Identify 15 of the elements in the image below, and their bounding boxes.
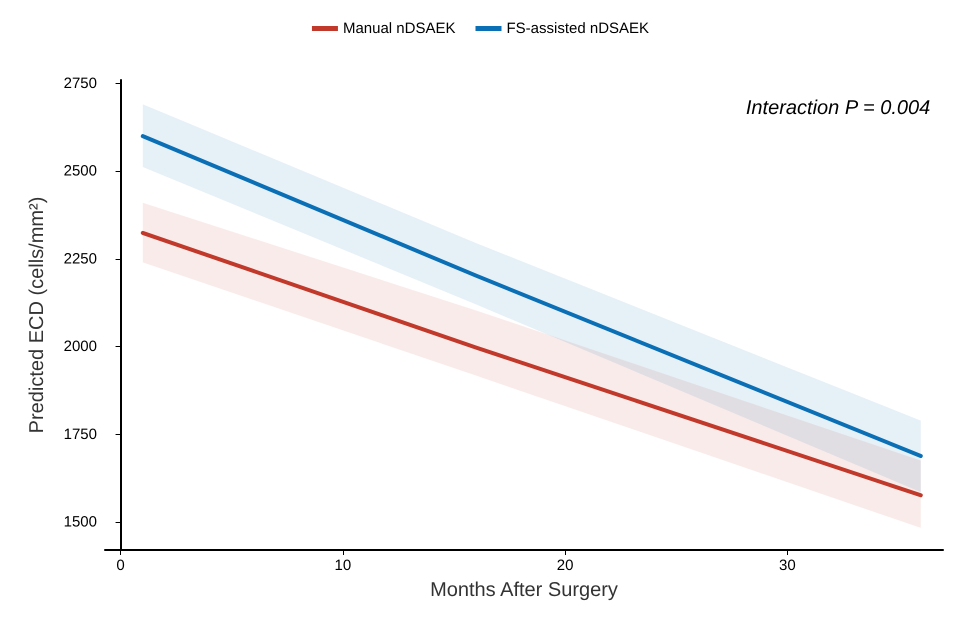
y-tick-label: 2750 (64, 75, 97, 92)
y-tick-label: 1500 (64, 513, 97, 530)
legend-label: Manual nDSAEK (342, 20, 456, 37)
y-tick-label: 1750 (64, 426, 97, 443)
x-tick-label: 20 (556, 557, 574, 574)
y-tick-label: 2500 (64, 162, 97, 180)
y-axis-title: Predicted ECD (cells/mm²) (26, 196, 48, 434)
y-tick-label: 2000 (64, 338, 97, 356)
x-tick-label: 10 (334, 557, 352, 574)
y-tick-label: 2250 (64, 250, 97, 268)
x-tick-label: 30 (779, 557, 796, 574)
annotation: Interaction P = 0.004 (746, 97, 930, 119)
x-axis-title: Months After Surgery (430, 579, 618, 601)
x-tick-label: 0 (116, 557, 125, 574)
legend-label: FS-assisted nDSAEK (506, 20, 650, 37)
